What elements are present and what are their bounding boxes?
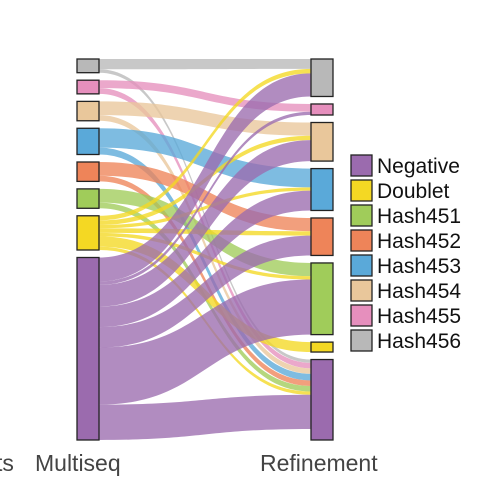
- left-node-hash454: [76, 100, 100, 122]
- flow-doublet-to-hash453: [99, 187, 311, 229]
- flow-hash452-to-negative: [99, 175, 311, 386]
- left-node-hash456: [76, 58, 100, 74]
- right-node-hash455: [310, 103, 334, 116]
- left-node-hash453: [76, 127, 100, 156]
- left-node-column: [76, 58, 100, 441]
- right-node-hash451: [310, 262, 334, 336]
- flow-hash456-to-hash456: [99, 59, 311, 70]
- left-node-negative: [76, 256, 100, 441]
- legend-label-hash452: Hash452: [377, 230, 461, 253]
- flow-layer: [99, 59, 311, 440]
- flow-doublet-to-hash456: [99, 68, 311, 221]
- left-node-hash455: [76, 79, 100, 95]
- legend-swatch-hash452: [350, 229, 373, 252]
- legend-label-hash454: Hash454: [377, 280, 461, 303]
- legend-swatch-hash454: [350, 279, 373, 302]
- legend-label-doublet: Doublet: [377, 180, 450, 203]
- legend-swatch-hash451: [350, 204, 373, 227]
- left-axis-label: Multiseq: [35, 450, 121, 476]
- left-node-hash451: [76, 188, 100, 209]
- flow-negative-to-hash454: [99, 140, 311, 307]
- right-node-hash454: [310, 121, 334, 162]
- flow-negative-to-hash453: [99, 190, 311, 328]
- flow-negative-to-hash455: [99, 111, 311, 285]
- legend-label-hash451: Hash451: [377, 205, 461, 228]
- right-axis-label: Refinement: [260, 450, 378, 476]
- right-node-hash456: [310, 58, 334, 98]
- flow-hash454-to-hash454: [99, 101, 311, 136]
- flow-negative-to-hash452: [99, 235, 311, 348]
- flow-negative-to-hash456: [99, 73, 311, 282]
- legend-label-hash456: Hash456: [377, 330, 461, 353]
- left-cut-label: ts: [0, 450, 14, 476]
- legend-label-negative: Negative: [377, 155, 460, 178]
- legend-swatch-hash455: [350, 304, 373, 327]
- flow-hash454-to-negative: [99, 115, 311, 374]
- right-node-hash452: [310, 217, 334, 257]
- left-node-hash452: [76, 161, 100, 183]
- legend-swatch-negative: [350, 154, 373, 177]
- legend: NegativeDoubletHash451Hash452Hash453Hash…: [350, 154, 461, 353]
- left-node-doublet: [76, 215, 100, 251]
- legend-label-hash453: Hash453: [377, 255, 461, 278]
- right-node-hash453: [310, 167, 334, 212]
- flow-negative-to-negative: [99, 394, 311, 440]
- legend-swatch-hash456: [350, 329, 373, 352]
- right-node-doublet: [310, 341, 334, 353]
- flow-negative-to-hash451: [99, 279, 311, 405]
- right-node-column: [310, 58, 334, 441]
- right-node-negative: [310, 358, 334, 441]
- legend-swatch-doublet: [350, 179, 373, 202]
- legend-swatch-hash453: [350, 254, 373, 277]
- legend-label-hash455: Hash455: [377, 305, 461, 328]
